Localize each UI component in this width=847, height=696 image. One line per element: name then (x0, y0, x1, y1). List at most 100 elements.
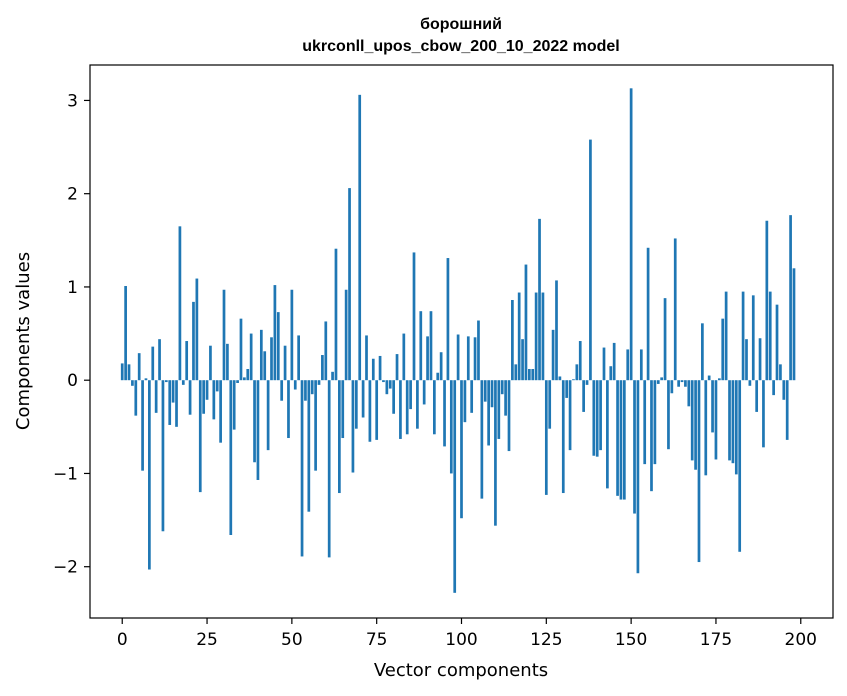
bar-193 (775, 304, 779, 381)
x-tick-label: 0 (117, 630, 128, 650)
chart-subtitle: ukrconll_upos_cbow_200_10_2022 model (302, 38, 619, 55)
bar-137 (585, 380, 589, 385)
bar-131 (565, 380, 569, 398)
bar-145 (612, 342, 616, 381)
bar-159 (660, 377, 664, 381)
bar-95 (443, 380, 446, 447)
bar-52 (297, 335, 300, 381)
bar-22 (195, 278, 199, 381)
bar-126 (548, 380, 552, 429)
bar-129 (558, 376, 562, 381)
bar-162 (670, 380, 674, 394)
bar-72 (365, 335, 368, 381)
bar-18 (181, 380, 185, 385)
bar-55 (307, 380, 311, 512)
bar-194 (779, 364, 782, 381)
bar-37 (246, 369, 250, 381)
bar-28 (215, 380, 219, 392)
bar-79 (388, 380, 392, 389)
bar-88 (419, 311, 423, 381)
y-axis-ticks: −2 −1 0 1 2 3 (53, 91, 90, 578)
bar-71 (361, 380, 365, 418)
bar-99 (456, 334, 460, 381)
bar-43 (266, 380, 270, 451)
bar-45 (273, 285, 277, 381)
bar-56 (310, 380, 314, 395)
bar-21 (192, 301, 195, 381)
bar-91 (429, 311, 433, 381)
bar-166 (684, 380, 687, 387)
bar-160 (663, 298, 667, 381)
bar-153 (639, 349, 643, 381)
bar-44 (270, 337, 273, 381)
bar-17 (178, 226, 182, 381)
bar-2 (127, 364, 131, 381)
bar-195 (782, 380, 786, 400)
bar-163 (673, 238, 677, 381)
bar-111 (497, 380, 501, 439)
bar-125 (544, 380, 548, 495)
bar-156 (650, 380, 653, 492)
bar-192 (772, 380, 775, 396)
bar-118 (521, 339, 524, 381)
bar-188 (758, 338, 762, 381)
bar-78 (385, 380, 389, 395)
bar-182 (738, 380, 742, 552)
bar-34 (236, 380, 239, 383)
bar-147 (619, 380, 623, 500)
bar-165 (680, 380, 684, 383)
chart-title: борошний (420, 16, 502, 33)
bar-128 (555, 280, 558, 381)
bar-15 (171, 380, 175, 403)
bar-6 (141, 380, 144, 471)
bar-86 (412, 252, 416, 381)
bar-113 (504, 380, 507, 416)
bar-98 (453, 380, 457, 593)
bar-122 (534, 292, 538, 381)
y-tick-label: 0 (67, 371, 78, 391)
y-tick-label: 2 (67, 185, 78, 205)
bar-1 (124, 286, 127, 381)
bar-13 (164, 380, 168, 383)
bar-9 (151, 346, 155, 381)
bar-89 (422, 380, 426, 405)
bar-146 (616, 380, 619, 496)
bar-14 (168, 380, 172, 425)
bar-67 (348, 188, 351, 381)
bar-105 (477, 320, 480, 381)
bar-130 (561, 380, 565, 494)
bar-139 (592, 380, 596, 456)
y-tick-label: −1 (53, 464, 78, 484)
bar-57 (314, 380, 317, 471)
bar-40 (256, 380, 260, 480)
bar-158 (656, 380, 660, 384)
bar-116 (514, 364, 518, 381)
bar-185 (748, 380, 752, 386)
bar-150 (629, 88, 633, 381)
bar-66 (344, 289, 348, 381)
bar-23 (198, 380, 202, 493)
bar-5 (137, 353, 141, 381)
bar-58 (317, 380, 321, 385)
bar-197 (789, 215, 792, 381)
bar-59 (321, 355, 324, 381)
bar-154 (643, 380, 647, 465)
bar-196 (785, 380, 789, 440)
bar-134 (575, 364, 579, 381)
bar-183 (741, 291, 745, 381)
bar-133 (572, 379, 575, 381)
bar-102 (466, 336, 470, 381)
bar-69 (354, 380, 358, 429)
bar-63 (334, 248, 338, 381)
bar-152 (636, 380, 640, 574)
bar-30 (222, 289, 226, 381)
bar-35 (239, 318, 243, 381)
bar-16 (175, 380, 178, 427)
bar-114 (507, 380, 511, 452)
bar-33 (232, 380, 236, 430)
bar-94 (439, 352, 443, 381)
bar-142 (602, 347, 606, 381)
bar-135 (578, 341, 582, 381)
x-tick-label: 25 (196, 630, 218, 650)
bar-184 (745, 339, 748, 381)
